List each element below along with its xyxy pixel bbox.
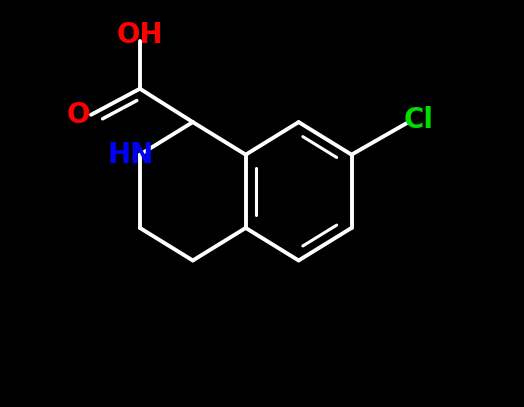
Text: O: O <box>67 101 91 129</box>
Text: Cl: Cl <box>403 106 434 134</box>
Text: HN: HN <box>108 141 154 168</box>
Text: OH: OH <box>116 21 163 48</box>
